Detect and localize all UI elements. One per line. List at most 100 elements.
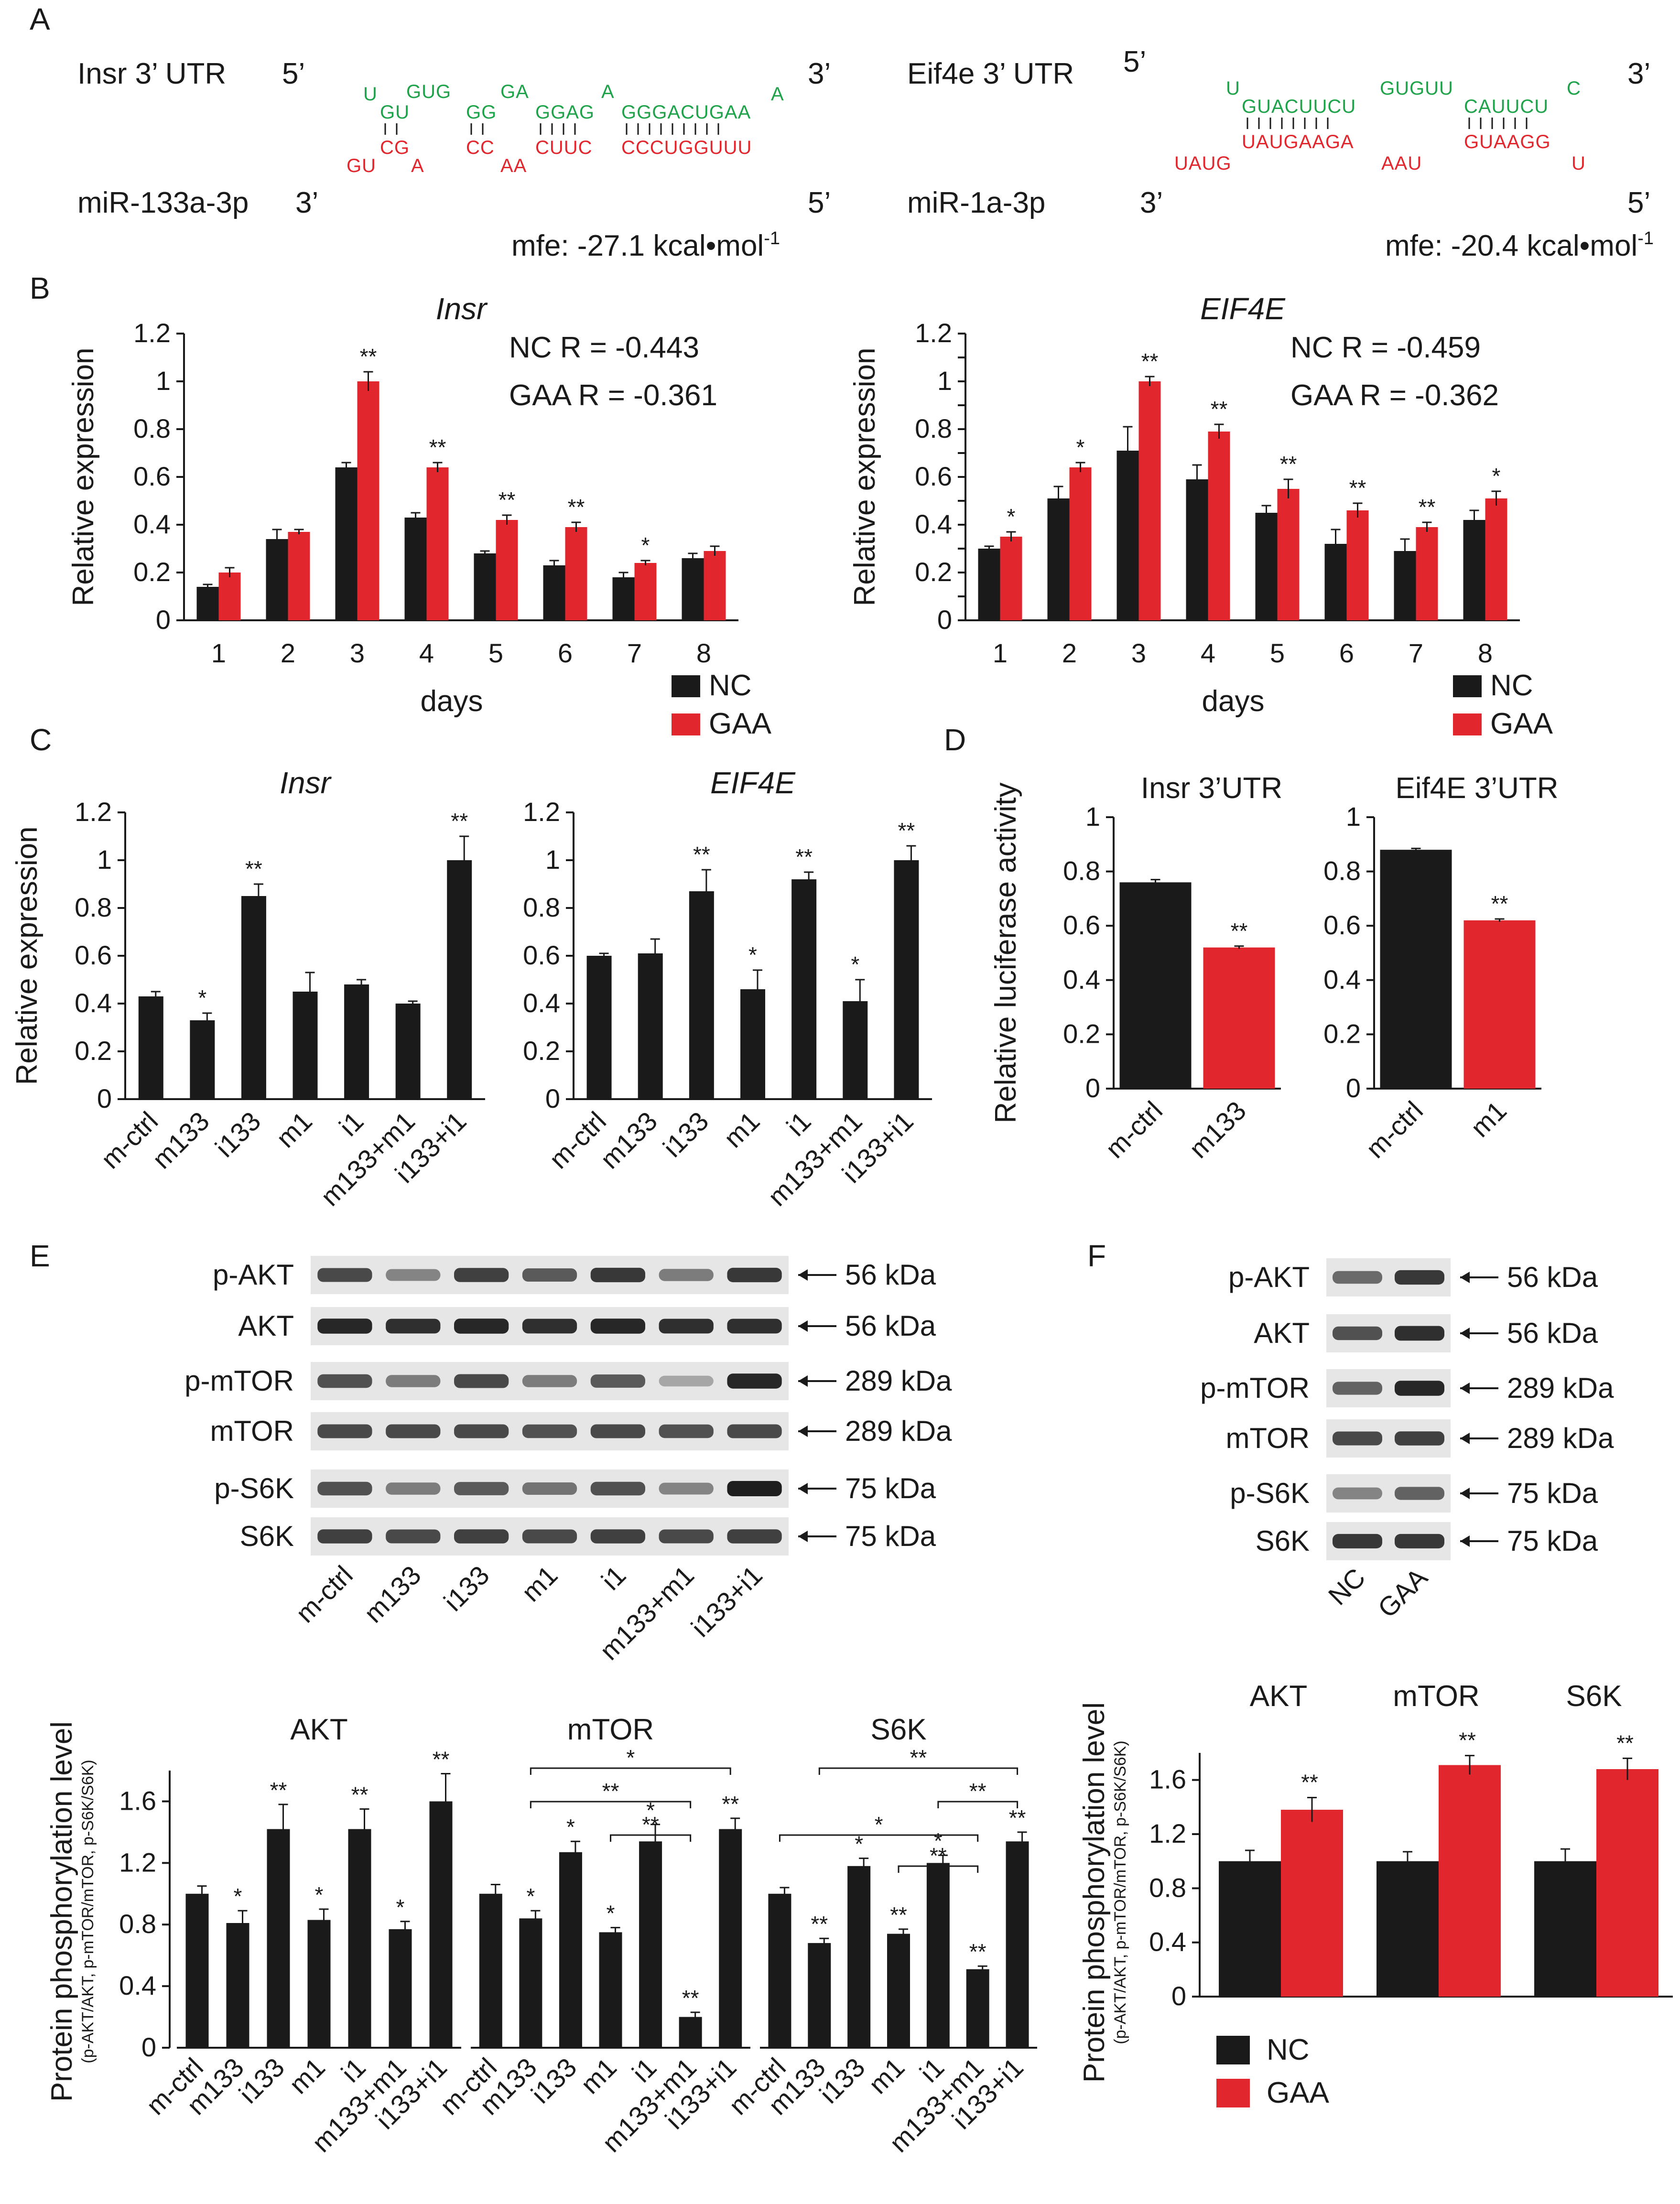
chart-b-left-xtick-8: 8 [696,638,711,668]
chart-b-right-legend-swatch-nc [1453,675,1482,697]
blot-e-band-p-akt-m-ctrl [317,1268,372,1282]
blot-e-kda-3: 289 kDa [845,1415,952,1447]
eif4e-five-prime: 5’ [1123,45,1146,78]
chart-c-left-bar-m1 [293,992,318,1099]
blot-e-band-akt-m133-m1 [659,1318,714,1334]
chart-b-left-stat-nc: NC R = -0.443 [509,331,699,364]
chart-e-bracket-label-mtor-1: ** [602,1779,619,1804]
chart-e-bracket-s6k-2 [779,1834,979,1842]
blot-f-kda-3: 289 kDa [1507,1422,1614,1454]
chart-d-left-bar-m-ctrl [1119,882,1192,1089]
seq-insr-gu: GU [380,102,410,123]
chart-c-left-bar-i1 [344,984,369,1099]
chart-b-right-xtick-3: 3 [1131,638,1146,668]
chart-b-right-ytick-label-1-2: 1.2 [915,318,952,348]
chart-e-ytick-label-1-6: 1.6 [119,1785,156,1815]
eif4e-three-prime: 3’ [1627,57,1650,90]
chart-d-right-ytick-label-0-8: 0.8 [1323,856,1361,886]
blot-e-row-label-s6k: S6K [240,1520,294,1552]
chart-b-right-stat-nc: NC R = -0.459 [1290,331,1481,364]
chart-f-ytick-label-1-6: 1.6 [1149,1764,1186,1794]
chart-e-bracket-mtor-1 [530,1801,692,1808]
blot-e-band-p-mtor-m1 [522,1375,577,1387]
blot-e-arrow-head-1 [798,1320,808,1332]
blot-f-band-s6k-gaa [1395,1534,1444,1549]
chart-d-left-ytick-label-0: 0 [1085,1073,1100,1103]
chart-c-right-sig-m1: * [748,942,757,967]
seq-eif4e-cauucu: CAUUCU [1464,96,1549,117]
chart-e-bar-akt-m-ctrl [185,1893,209,2048]
seq-mir1-aau: AAU [1381,153,1422,174]
seq-insr-ga: GA [500,81,529,102]
chart-d-right-ytick-label-0: 0 [1346,1073,1361,1103]
chart-d-left-ytick-label-1: 1 [1085,801,1100,832]
chart-b-left-legend-swatch-gaa [672,713,700,735]
chart-c-left-sig-m133: * [198,985,206,1010]
blot-f-band-mtor-nc [1333,1431,1382,1446]
chart-b-left-stat-gaa: GAA R = -0.361 [509,379,717,412]
mir133-label: miR-133a-3p [77,186,249,219]
chart-e-sig-mtor-i133: * [566,1815,575,1839]
blot-e-band-p-s6k-m133-m1 [659,1482,714,1495]
chart-c-right-ytick-label-0-2: 0.2 [523,1036,560,1066]
blot-f-arrow-head-1 [1460,1328,1470,1339]
chart-e-phosphorylation: 00.40.81.21.6m-ctrl*m133**i133*m1**i1*m1… [45,1713,1037,2158]
blot-e-band-p-s6k-m1 [522,1482,577,1495]
chart-b-right-title: EIF4E [1200,292,1286,326]
chart-f-legend-nc: NC [1267,2033,1310,2066]
chart-b-right-bar-nc-day-3 [1116,451,1139,620]
blot-e-band-p-akt-i133 [454,1268,509,1282]
chart-b-right-sig-day-8: * [1492,464,1501,488]
panel-a-right: Eif4e 3’ UTR 5’ 3’ miR-1a-3p 3’ 5’ U GUG… [907,45,1654,262]
chart-d-right-ytick-label-1: 1 [1346,801,1361,832]
eif4e-pairing-lines [1246,118,1528,129]
chart-b-right-xtick-6: 6 [1339,638,1354,668]
chart-b-right-bar-gaa-day-3 [1138,381,1161,620]
chart-b-eif4e: 0 0.2 0.4 0.6 0.8 1 1.2 1 * 2 * 3 ** 4 ** 5 ** 6 ** 7 ** 8 * EI… [848,292,1553,740]
chart-c-left-ytick-label-1-2: 1.2 [75,797,112,827]
chart-b-left-bar-nc-day-3 [335,467,358,620]
blot-e-band-p-akt-m133-m1 [659,1269,714,1281]
chart-b-right-xtick-8: 8 [1478,638,1493,668]
blot-e-band-mtor-m133-m1 [659,1424,714,1438]
mfe-insr-sup: -1 [764,228,780,248]
blot-f-row-label-p-s6k: p-S6K [1230,1477,1310,1509]
chart-e-bar-mtor-m-ctrl [479,1893,502,2048]
blot-f-band-akt-nc [1333,1326,1382,1340]
seq-mir1-uaug: UAUG [1174,153,1232,174]
chart-e-sig-s6k-m133: ** [811,1912,828,1936]
chart-b-left-ytick-label-0-8: 0.8 [133,413,171,443]
chart-b-left-sig-day-3: ** [360,344,377,369]
chart-e-group-title-mtor: mTOR [567,1713,654,1746]
chart-f-group-title-mtor: mTOR [1393,1680,1479,1713]
chart-e-bar-akt-i133-i1 [429,1801,453,2048]
chart-b-right-bar-gaa-day-1 [1000,537,1022,620]
chart-c-left-bar-m133-m1 [395,1004,421,1099]
seq-mir1-uaugaaga: UAUGAAGA [1242,131,1354,152]
chart-c-right-sig-i133-i1: ** [898,818,915,843]
chart-c-right-bar-m133-m1 [843,1001,868,1099]
mir1-three-prime: 3’ [1140,186,1163,219]
chart-b-right-bar-nc-day-2 [1047,498,1070,620]
chart-b-right-sig-day-1: * [1007,504,1016,529]
chart-e-bar-mtor-i1 [639,1841,662,2048]
blot-e-row-label-p-s6k: p-S6K [214,1472,294,1504]
blot-e-arrow-head-5 [798,1531,808,1542]
chart-b-right-ytick-label-0: 0 [937,605,952,635]
chart-b-right-sig-day-3: ** [1141,349,1159,374]
blot-e-band-akt-m1 [522,1318,577,1334]
mfe-insr: mfe: -27.1 kcal•mol-1 [511,228,780,262]
mfe-eif4e-text: mfe: -20.4 kcal•mol [1385,229,1637,262]
chart-e-bar-s6k-m-ctrl [768,1893,791,2048]
seq-mir133-cccugguuu: CCCUGGUUU [621,137,752,158]
chart-e-sig-s6k-i133: * [855,1832,863,1857]
chart-d-left-ytick-label-0-8: 0.8 [1063,856,1100,886]
chart-b-right-ytick-label-0-4: 0.4 [915,509,952,539]
chart-d-left-title: Insr 3’UTR [1141,772,1282,805]
chart-e-bar-s6k-i133-i1 [1006,1841,1029,2048]
chart-b-left-legend-nc: NC [709,669,752,702]
chart-e-bar-s6k-i1 [926,1863,950,2048]
blot-e-band-p-mtor-m-ctrl [317,1374,372,1388]
chart-b-left-bar-gaa-day-8 [704,551,726,620]
chart-b-right-xtick-7: 7 [1409,638,1423,668]
